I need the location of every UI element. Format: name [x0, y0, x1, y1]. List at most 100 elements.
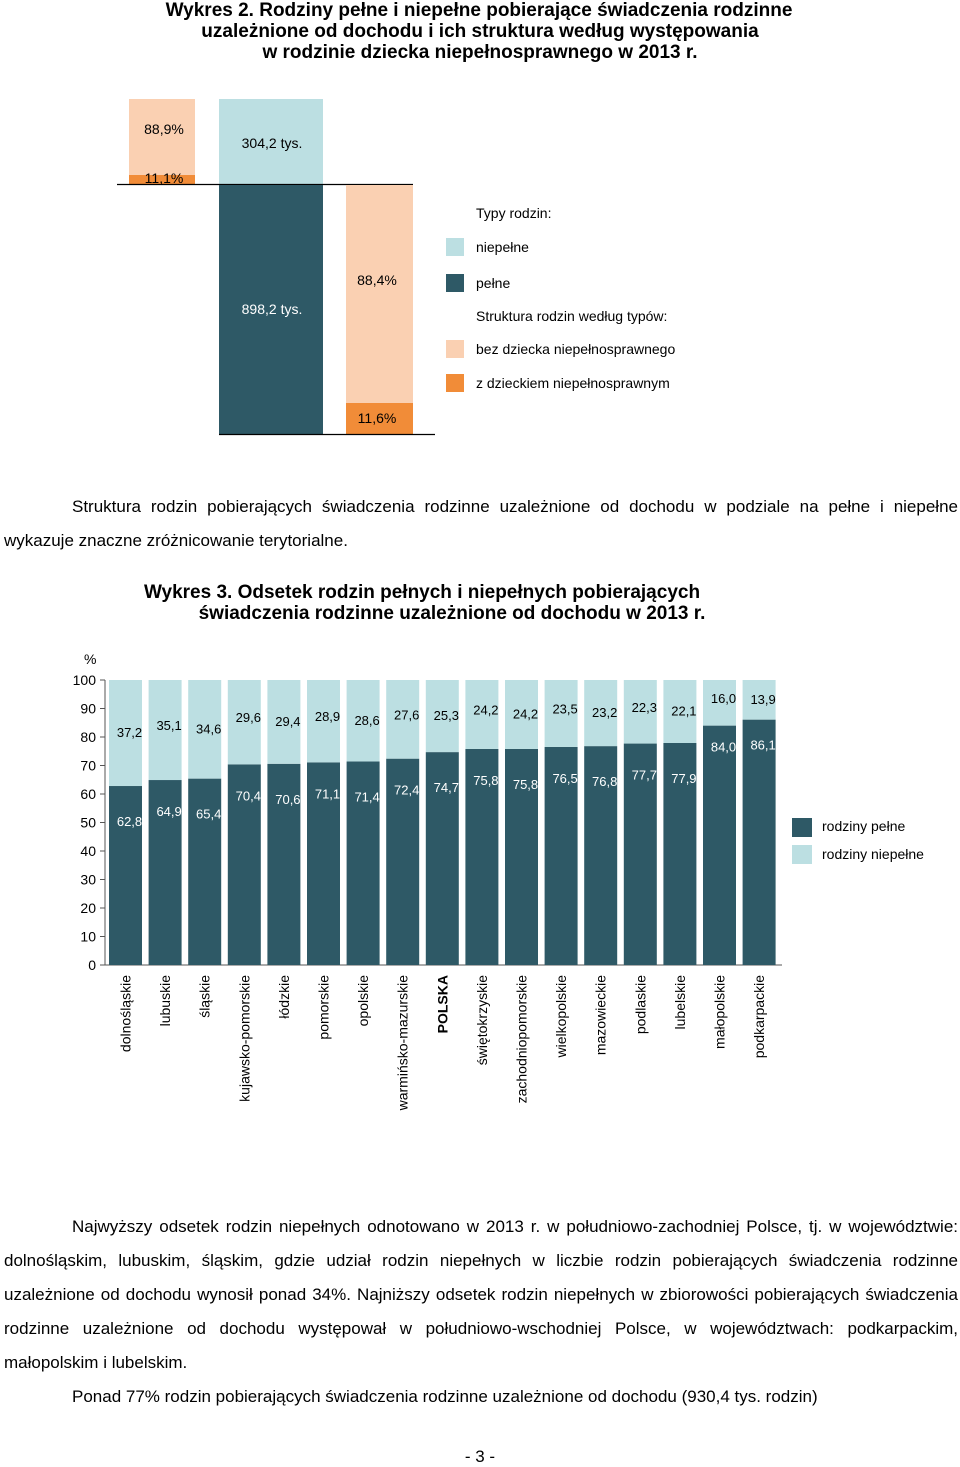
wykres3-title-line: świadczenia rodzinne uzależnione od doch… [198, 603, 706, 624]
w3-bar-niepelne [188, 680, 222, 779]
w3-category-label: lubelskie [672, 975, 688, 1030]
w3-label-pelne: 77,9 [671, 771, 696, 786]
w3-legend-niepelne: rodziny niepełne [822, 846, 924, 862]
w2-label-niepelne-z-dzieckiem: 11,1% [145, 170, 184, 186]
w2-legend-bez-dziecka: bez dziecka niepełnosprawnego [476, 341, 675, 357]
w2-bar-pelne-bez-dziecka [346, 185, 413, 403]
w3-bar-niepelne [386, 680, 420, 759]
w3-label-niepelne: 37,2 [117, 725, 142, 740]
w3-y-tick-label: 30 [80, 872, 96, 888]
w3-category-label: podlaskie [632, 975, 648, 1034]
w3-y-unit: % [84, 651, 96, 667]
w3-label-niepelne: 22,1 [671, 703, 696, 718]
w3-bar-pelne [188, 778, 222, 965]
paragraph-2-text: Najwyższy odsetek rodzin niepełnych odno… [4, 1217, 958, 1372]
wykres2-title-line: Wykres 2. Rodziny pełne i niepełne pobie… [165, 0, 793, 21]
w3-category-label: śląskie [197, 975, 213, 1018]
w3-bar-pelne [227, 764, 261, 965]
paragraph-3: Ponad 77% rodzin pobierających świadczen… [4, 1380, 958, 1414]
w3-bar-niepelne [227, 680, 261, 765]
w3-category-label: wielkopolskie [553, 975, 569, 1059]
w3-bar-niepelne [465, 680, 499, 749]
w3-category-label: mazowieckie [593, 975, 609, 1055]
w3-y-tick-label: 50 [80, 815, 96, 831]
w3-label-niepelne: 23,2 [592, 705, 617, 720]
w3-y-tick-label: 20 [80, 900, 96, 916]
w3-category-label: dolnośląskie [118, 975, 134, 1052]
wykres3-chart: % 0 10 20 30 40 50 60 70 80 90 100 62,8 37,2 64,9 35,… [73, 651, 925, 1112]
w3-label-niepelne: 24,2 [513, 706, 538, 721]
w3-label-niepelne: 35,1 [156, 718, 181, 733]
w2-legend-swatch-bez-dziecka [446, 340, 464, 358]
w2-label-niepelne-bez-dziecka: 88,9% [144, 121, 184, 137]
w3-bar-pelne [386, 758, 420, 965]
w3-legend-pelne: rodziny pełne [822, 818, 905, 834]
w3-label-niepelne: 29,6 [236, 710, 261, 725]
paragraph-3-text: Ponad 77% rodzin pobierających świadczen… [72, 1387, 818, 1406]
w3-y-tick-label: 80 [80, 729, 96, 745]
w2-legend-swatch-pelne [446, 274, 464, 292]
w3-bar-niepelne [505, 680, 538, 749]
w2-bar-niepelne-total [219, 99, 323, 184]
w3-y-tick-label: 0 [88, 957, 96, 973]
w3-label-niepelne: 22,3 [632, 700, 657, 715]
w3-label-pelne: 84,0 [711, 740, 736, 755]
w3-label-pelne: 75,8 [513, 777, 538, 792]
w3-bar-pelne [663, 742, 697, 965]
w3-label-pelne: 70,6 [275, 792, 300, 807]
wykres2-title: Wykres 2. Rodziny pełne i niepełne pobie… [0, 0, 960, 63]
w2-legend-z-dzieckiem: z dzieckiem niepełnosprawnym [476, 375, 670, 391]
w2-bar-niepelne-bez-dziecka [129, 99, 195, 175]
w3-category-label: opolskie [355, 975, 371, 1027]
w3-category-label: POLSKA [434, 975, 450, 1033]
paragraph-1-text: Struktura rodzin pobierających świadczen… [4, 497, 958, 550]
page-number: - 3 - [464, 1447, 496, 1466]
w3-bar-niepelne [267, 680, 301, 764]
w3-y-tick-label: 60 [80, 786, 96, 802]
w3-category-label: kujawsko-pomorskie [236, 975, 252, 1102]
w3-bar-niepelne [544, 680, 578, 747]
w3-category-label: pomorskie [316, 975, 332, 1040]
w3-category-label: warmińsko-mazurskie [395, 975, 411, 1112]
w3-label-niepelne: 16,0 [711, 691, 736, 706]
w3-y-tick-label: 40 [80, 843, 96, 859]
w3-bar-niepelne [425, 680, 459, 753]
w2-legend-swatch-z-dzieckiem [446, 374, 464, 392]
w3-bar-niepelne [703, 680, 736, 726]
w3-label-niepelne: 28,9 [315, 709, 340, 724]
w3-bar-niepelne [584, 680, 618, 747]
w3-bar-niepelne [109, 680, 142, 787]
w3-bar-niepelne [148, 680, 182, 781]
w2-legend-pelne: pełne [476, 275, 510, 291]
w3-label-pelne: 71,1 [315, 786, 340, 801]
w3-label-pelne: 77,7 [632, 768, 657, 783]
w3-category-label: małopolskie [712, 975, 728, 1049]
w3-category-label: podkarpackie [751, 975, 767, 1058]
w2-bar-pelne-z-dzieckiem [346, 403, 413, 434]
w2-label-pelne-z-dzieckiem: 11,6% [358, 410, 397, 426]
w3-bar-pelne [346, 761, 380, 965]
w3-bar-pelne [465, 748, 499, 965]
w3-label-niepelne: 29,4 [275, 714, 300, 729]
w3-label-niepelne: 28,6 [354, 713, 379, 728]
w2-label-pelne-bez-dziecka: 88,4% [357, 272, 397, 288]
w3-bar-pelne [742, 719, 776, 965]
w3-category-label: zachodniopomorskie [514, 975, 530, 1104]
w2-legend-swatch-niepelne [446, 238, 464, 256]
w3-label-pelne: 86,1 [750, 738, 775, 753]
w3-label-pelne: 62,8 [117, 814, 142, 829]
w3-category-label: lubuskie [157, 975, 173, 1027]
w3-bar-pelne [267, 763, 301, 965]
w3-label-pelne: 76,8 [592, 774, 617, 789]
w3-category-label: świętokrzyskie [474, 975, 490, 1065]
w3-category-label: łódzkie [276, 975, 292, 1019]
w3-label-niepelne: 13,9 [750, 692, 775, 707]
w3-label-pelne: 74,7 [434, 780, 459, 795]
w2-bar-pelne-total [219, 185, 323, 434]
w3-y-tick-label: 100 [73, 672, 97, 688]
w3-legend-swatch-niepelne [792, 845, 812, 864]
w3-bar-pelne [703, 725, 736, 965]
paragraph-2: Najwyższy odsetek rodzin niepełnych odno… [4, 1210, 958, 1380]
wykres2-title-line: w rodzinie dziecka niepełnosprawnego w 2… [262, 42, 698, 63]
w2-bar-niepelne-z-dzieckiem [129, 175, 195, 184]
